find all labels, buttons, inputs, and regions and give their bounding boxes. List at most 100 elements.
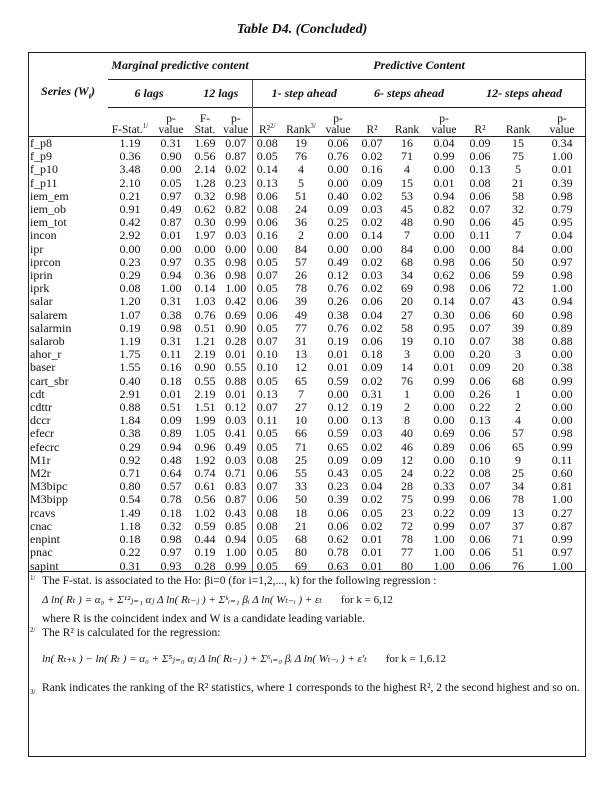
footnote-mark: 3/ — [310, 122, 316, 131]
table-cell: 0.06 — [469, 532, 491, 547]
table-cell: 0.74 — [194, 466, 216, 481]
table-cell: 0.92 — [119, 452, 141, 467]
table-row: salarob 1.19 0.31 1.21 0.28 0.07 31 0.19 0.06 19 0… — [28, 334, 586, 349]
table-row: iem_tot 0.42 0.87 0.30 0.99 0.06 36 0.25 0.02 48 0… — [28, 215, 586, 230]
table-cell: 0.49 — [160, 202, 182, 217]
table-cell: 46 — [401, 439, 414, 454]
table-cell: 0.00 — [160, 162, 182, 177]
column-header: Rank — [498, 107, 539, 137]
series-name: enpint — [30, 532, 60, 547]
table-cell: 0.06 — [361, 334, 383, 349]
table-cell: 0.06 — [469, 558, 491, 573]
table-cell: 0.94 — [160, 268, 182, 283]
table-cell: 0.19 — [194, 545, 216, 560]
table-cell: 0.94 — [225, 532, 247, 547]
table-cell: 28 — [401, 479, 414, 494]
table-cell: 77 — [295, 320, 308, 335]
table-cell: 58 — [401, 320, 414, 335]
column-header: p- value — [426, 107, 463, 137]
table-cell: 36 — [295, 215, 308, 230]
table-cell: 0.54 — [119, 492, 141, 507]
table-cell: 1.28 — [194, 175, 216, 190]
table-cell: 0.94 — [433, 188, 455, 203]
series-header-sub: t — [88, 91, 91, 101]
series-name: ipr — [30, 241, 44, 256]
table-cell: 0.85 — [225, 518, 247, 533]
table-cell: 27 — [295, 400, 308, 415]
table-cell: 0.02 — [361, 518, 383, 533]
table-cell: 0.89 — [551, 320, 573, 335]
table-cell: 69 — [401, 281, 414, 296]
table-cell: 7 — [298, 386, 305, 401]
table-cell: 0.23 — [327, 479, 349, 494]
table-row: iem_ob 0.91 0.49 0.62 0.82 0.08 24 0.09 0.03 45 0.… — [28, 202, 586, 217]
table-row: enpint 0.18 0.98 0.44 0.94 0.05 68 0.62 0.01 78 1.… — [28, 532, 586, 547]
table-cell: 0.99 — [433, 492, 455, 507]
table-row: dccr 1.84 0.09 1.99 0.03 0.11 10 0.00 0.13 8 0.00 0… — [28, 413, 586, 428]
table-cell: 72 — [401, 518, 414, 533]
lags12-header: 12 lags — [190, 79, 253, 108]
table-cell: 0.01 — [160, 386, 182, 401]
table-row: iprcon 0.23 0.97 0.35 0.98 0.05 57 0.49 0.02 68 0.… — [28, 254, 586, 270]
series-name: f_p8 — [28, 136, 108, 151]
table-cell: 0.02 — [361, 149, 383, 164]
table-cell: 0.13 — [251, 387, 283, 402]
table-cell: 2.10 — [119, 175, 141, 190]
table-cell: 27 — [401, 307, 414, 322]
table-cell: 68 — [512, 373, 525, 388]
table-cell: 1.00 — [225, 281, 247, 296]
table-cell: 0.36 — [119, 149, 141, 164]
table-cell: 77 — [401, 545, 414, 560]
table-cell: 1.49 — [119, 505, 141, 520]
table-cell: 0.06 — [469, 439, 491, 454]
series-name: salarem — [30, 307, 68, 322]
table-cell: 0.00 — [551, 413, 573, 428]
table-cell: 0.09 — [469, 360, 491, 375]
table-cell: 1.19 — [119, 334, 141, 349]
table-cell: 0.06 — [251, 295, 283, 309]
column-header-text: Rank — [286, 124, 311, 136]
table-row: M3bipc 0.80 0.57 0.61 0.83 0.07 33 0.23 0.04 28 0.… — [28, 479, 586, 494]
column-header-text: F- Stat. — [194, 113, 216, 136]
table-cell: 3 — [515, 347, 522, 362]
table-cell: 1.05 — [194, 426, 216, 441]
table-cell: 0.09 — [327, 452, 349, 467]
table-cell: 0.29 — [119, 268, 141, 283]
table-cell: 57 — [512, 426, 525, 441]
table-row: efecr 0.38 0.89 1.05 0.41 0.05 66 0.59 0.03 40 0.6… — [28, 426, 586, 441]
table-cell: 0.38 — [327, 307, 349, 322]
table-cell: 0.36 — [194, 268, 216, 283]
table-cell: 71 — [295, 439, 308, 454]
table-cell: 0.00 — [433, 400, 455, 415]
table-cell: 0.32 — [194, 188, 216, 203]
table-cell: 1.00 — [551, 281, 573, 296]
table-cell: 0.22 — [433, 505, 455, 520]
table-cell: 0.60 — [551, 466, 573, 481]
table-cell: 0.06 — [469, 373, 491, 388]
table-cell: 1.55 — [119, 360, 141, 375]
formula-1: Δ ln( Rₜ ) = α₀ + Σ¹²ⱼ₌₁ αⱼ Δ ln( Rₜ₋ⱼ )… — [30, 593, 582, 607]
table-cell: 33 — [295, 479, 308, 494]
table-cell: 0.23 — [225, 175, 247, 190]
table-cell: 76 — [295, 149, 308, 164]
step12-header: 12- steps ahead — [462, 79, 587, 108]
table-cell: 0.59 — [327, 373, 349, 388]
table-cell: 0.61 — [194, 479, 216, 494]
table-cell: 0.00 — [433, 347, 455, 362]
table-cell: 0.05 — [361, 505, 383, 520]
table-cell: 34 — [512, 479, 525, 494]
table-cell: 0.98 — [225, 188, 247, 203]
table-cell: 0.40 — [327, 188, 349, 203]
table-cell: 0.90 — [160, 149, 182, 164]
table-cell: 0.00 — [433, 386, 455, 401]
table-cell: 7 — [404, 228, 411, 243]
table-cell: 0.07 — [469, 202, 491, 217]
table-cell: 0.11 — [160, 347, 182, 362]
table-cell: 0.98 — [433, 254, 455, 269]
column-header: R² — [462, 107, 499, 137]
table-cell: 0.38 — [119, 426, 141, 441]
table-cell: 0.98 — [551, 426, 573, 441]
footnote-1-text: The F-stat. is associated to the Ho: βi=… — [42, 575, 437, 587]
table-cell: 0.00 — [433, 452, 455, 467]
table-cell: 0.90 — [433, 215, 455, 230]
